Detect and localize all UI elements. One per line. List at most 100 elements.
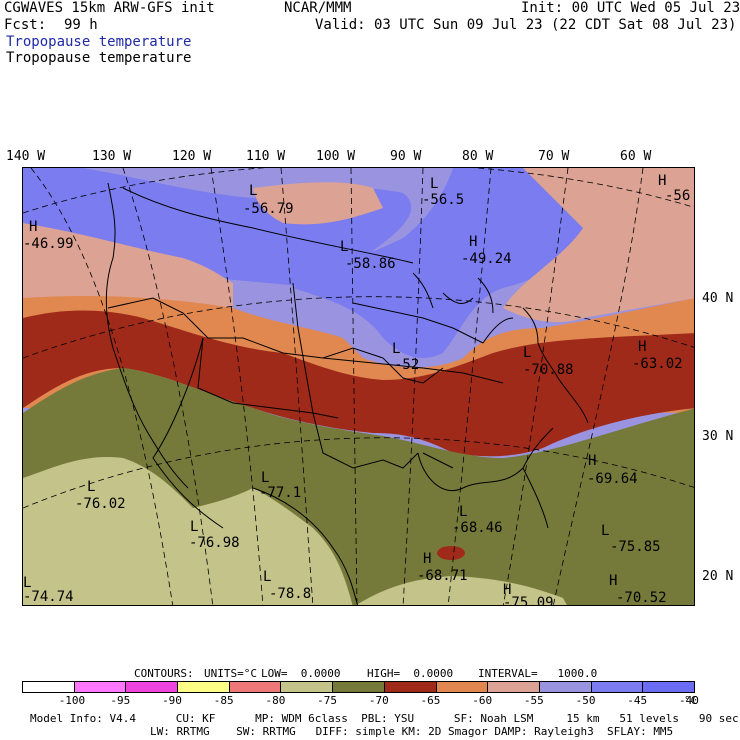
colorbar-swatch: [177, 681, 230, 693]
high-value: -75.09: [503, 595, 554, 606]
colorbar-tick-label: -60: [472, 694, 493, 707]
low-marker: L: [459, 504, 468, 520]
low-label: LOW= 0.0000: [261, 667, 341, 680]
colorbar-swatch: [435, 681, 489, 693]
colorbar-tick-label: -40: [679, 694, 699, 707]
colorbar-tick-label: -70: [368, 694, 389, 707]
org-label: NCAR/MMM: [284, 0, 352, 16]
lon-label: 130 W: [92, 149, 132, 164]
colorbar-tick-label: -50: [575, 694, 596, 707]
colorbar-swatch: [642, 681, 695, 693]
low-value: -58.86: [345, 256, 396, 272]
low-marker: L: [190, 519, 199, 535]
high-marker: H: [29, 219, 38, 235]
model-title: CGWAVES 15km ARW-GFS init: [4, 0, 215, 16]
colorbar-tick-label: -75: [317, 694, 338, 707]
colorbar-swatch: [228, 681, 282, 693]
lon-label: 80 W: [462, 149, 494, 164]
contour-label: CONTOURS:: [134, 667, 194, 680]
high-value: -68.71: [417, 568, 468, 584]
low-marker: L: [249, 183, 258, 199]
colorbar-unit: °C: [684, 694, 698, 707]
fcst-value: 99 h: [64, 17, 98, 33]
lon-label: 90 W: [390, 149, 422, 164]
band-tan-south: [356, 576, 567, 605]
colorbar-swatch: [538, 681, 592, 693]
colorbar-tick-label: -80: [265, 694, 286, 707]
low-value: -75.85: [610, 539, 661, 555]
low-value: -70.88: [523, 362, 574, 378]
field-title: Tropopause temperature: [6, 50, 192, 66]
low-value: -52: [394, 357, 420, 373]
low-value: -77.1: [259, 485, 302, 501]
high-label: HIGH= 0.0000: [367, 667, 454, 680]
colorbar-swatch: [280, 681, 334, 693]
low-value: -56.79: [243, 201, 294, 217]
high-marker: H: [609, 573, 618, 589]
low-marker: L: [263, 569, 272, 585]
colorbar-swatch: [487, 681, 540, 693]
model-info: Model Info: V4.4 CU: KF MP: WDM 6class P…: [30, 712, 739, 725]
lat-label: 30 N: [702, 429, 734, 444]
lon-label: 120 W: [172, 149, 212, 164]
colorbar-tick-label: -85: [213, 694, 234, 707]
fcst-label: Fcst:: [4, 17, 47, 33]
band-pink-north: [253, 182, 383, 225]
high-marker: H: [469, 234, 478, 250]
colorbar-tick-label: -55: [523, 694, 544, 707]
valid-time: Valid: 03 UTC Sun 09 Jul 23 (22 CDT Sat …: [315, 17, 737, 33]
low-value: -76.98: [189, 535, 240, 551]
coastline: [105, 182, 589, 489]
band-tan: [23, 457, 353, 605]
low-value: -68.46: [452, 520, 503, 536]
low-marker: L: [392, 341, 401, 357]
low-value: -56.5: [422, 192, 465, 208]
low-value: -74.74: [23, 589, 74, 605]
low-marker: L: [430, 176, 439, 192]
temperature-map: [23, 168, 694, 605]
lon-label: 110 W: [246, 149, 286, 164]
colorbar-swatch: [383, 681, 437, 693]
colorbar-tick-label: -90: [162, 694, 182, 707]
high-marker: H: [503, 582, 512, 598]
units-label: UNITS=°C: [204, 667, 257, 680]
low-marker: L: [23, 575, 32, 591]
interval-label: INTERVAL= 1000.0: [478, 667, 598, 680]
colorbar-swatch: [125, 681, 179, 693]
band-pink-west: [23, 223, 233, 318]
high-marker: H: [423, 551, 432, 567]
colorbar-tick-label: -100: [58, 694, 86, 707]
boundaries: [107, 187, 554, 605]
low-marker: L: [87, 479, 96, 495]
init-time: Init: 00 UTC Wed 05 Jul 23: [521, 0, 740, 16]
lat-label: 40 N: [702, 291, 734, 306]
colorbar-tick-label: -65: [420, 694, 441, 707]
low-marker: L: [340, 239, 349, 255]
physics-info: LW: RRTMG SW: RRTMG DIFF: simple KM: 2D …: [150, 725, 674, 738]
band-red: [23, 310, 694, 457]
lon-label: 100 W: [316, 149, 356, 164]
low-marker: L: [601, 523, 610, 539]
low-value: -76.02: [75, 496, 126, 512]
low-value: -78.8: [269, 586, 312, 602]
lon-label: 140 W: [6, 149, 46, 164]
colorbar-swatch: [22, 681, 75, 693]
map-panel: H -46.99 L -56.79 L -56.5 H -56 L -58.86…: [22, 167, 695, 606]
high-value: -49.24: [461, 251, 512, 267]
band-red-patch: [437, 546, 465, 560]
lat-label: 20 N: [702, 569, 734, 584]
colorbar-tick-label: -95: [110, 694, 131, 707]
colorbar-swatch: [73, 681, 127, 693]
high-value: -46.99: [23, 236, 74, 252]
lon-label: 60 W: [620, 149, 652, 164]
colorbar-swatch: [332, 681, 385, 693]
high-marker: H: [658, 173, 667, 189]
high-value: -69.64: [587, 471, 638, 487]
low-marker: L: [261, 470, 270, 486]
colorbar-swatch: [590, 681, 644, 693]
colorbar-tick-label: -45: [627, 694, 648, 707]
graticule: [23, 168, 694, 605]
high-value: -63.02: [632, 356, 683, 372]
band-pink-east: [503, 168, 694, 323]
field-title-colored: Tropopause temperature: [6, 34, 192, 50]
